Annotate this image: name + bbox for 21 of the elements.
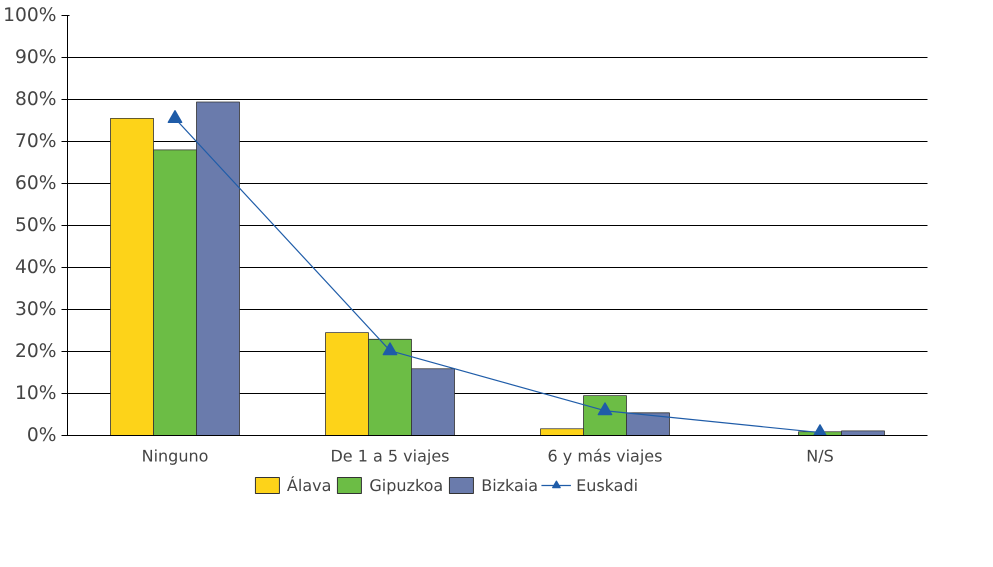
point [382, 342, 398, 356]
y-tick-label: 10% [15, 383, 56, 404]
legend-label: Euskadi [576, 476, 638, 494]
y-tick-label: 0% [26, 425, 57, 446]
legend-label: Gipuzkoa [369, 476, 444, 494]
y-tick-label: 30% [15, 299, 56, 320]
point [168, 110, 182, 123]
x-tick-label: 6 y más viajes [548, 446, 662, 466]
y-tick-label: 40% [15, 257, 56, 278]
y-tick-label: 20% [15, 341, 56, 362]
x-tick-label: De 1 a 5 viajes [330, 446, 450, 466]
x-tick-label: N/S [806, 446, 834, 466]
y-tick-label: 100% [3, 5, 57, 26]
legend-label: Bizkaia [481, 476, 538, 494]
y-tick-label: 80% [15, 89, 56, 110]
y-tick-label: 60% [15, 173, 56, 194]
y-tick-label: 90% [15, 47, 56, 68]
y-tick-label: 70% [15, 131, 56, 152]
y-tick-label: 50% [15, 215, 56, 236]
legend-label: Álava [286, 476, 332, 494]
x-tick-label: Ninguno [142, 446, 208, 466]
